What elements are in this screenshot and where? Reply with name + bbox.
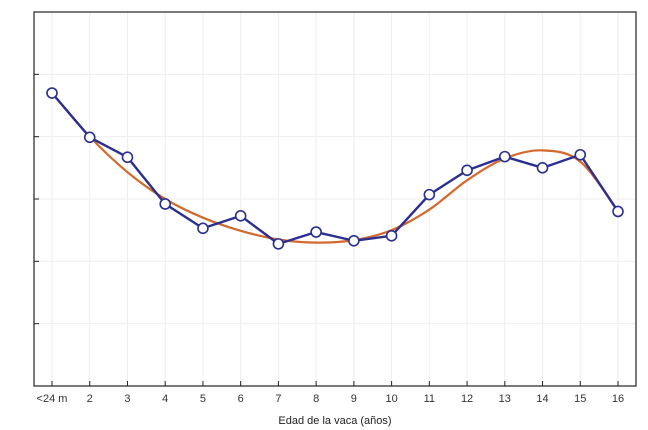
data-point	[83, 131, 96, 144]
x-tick-label: 5	[200, 393, 206, 405]
x-axis-ticks: <24 m 2 3 4 5 6 7 8 9 10 11 12 13 14 15 16	[37, 381, 624, 405]
fitted-curve	[50, 91, 620, 244]
x-tick-label: 16	[612, 393, 624, 405]
x-tick-label: 8	[313, 393, 319, 405]
series-layer	[46, 87, 624, 250]
data-point	[234, 210, 247, 222]
data-point	[385, 229, 398, 242]
observed-line	[51, 92, 619, 246]
data-point	[46, 87, 58, 99]
x-tick-label: 10	[385, 393, 397, 405]
x-tick-label: 4	[162, 393, 168, 405]
data-point	[574, 148, 587, 161]
data-point	[348, 234, 360, 247]
x-tick-label: 2	[87, 393, 93, 405]
data-point	[461, 164, 473, 177]
x-tick-label: <24 m	[37, 393, 68, 405]
data-point	[612, 205, 624, 218]
x-tick-label: 7	[275, 393, 281, 405]
x-tick-label: 6	[238, 393, 244, 405]
x-tick-label: 12	[461, 393, 473, 405]
data-point	[536, 162, 549, 174]
x-tick-label: 11	[424, 393, 435, 405]
x-tick-label: 3	[124, 393, 130, 405]
x-tick-label: 9	[351, 393, 357, 405]
y-axis-ticks	[34, 11, 39, 387]
data-point	[121, 151, 134, 164]
data-point	[197, 222, 209, 235]
x-tick-label: 13	[499, 393, 511, 405]
data-point	[498, 150, 511, 163]
x-axis-title: Edad de la vaca (años)	[278, 415, 391, 427]
data-point	[423, 188, 436, 201]
x-tick-label: 15	[574, 393, 586, 405]
data-point	[272, 238, 285, 250]
data-point	[310, 226, 322, 238]
data-point	[159, 198, 171, 210]
x-tick-label: 14	[536, 393, 548, 405]
